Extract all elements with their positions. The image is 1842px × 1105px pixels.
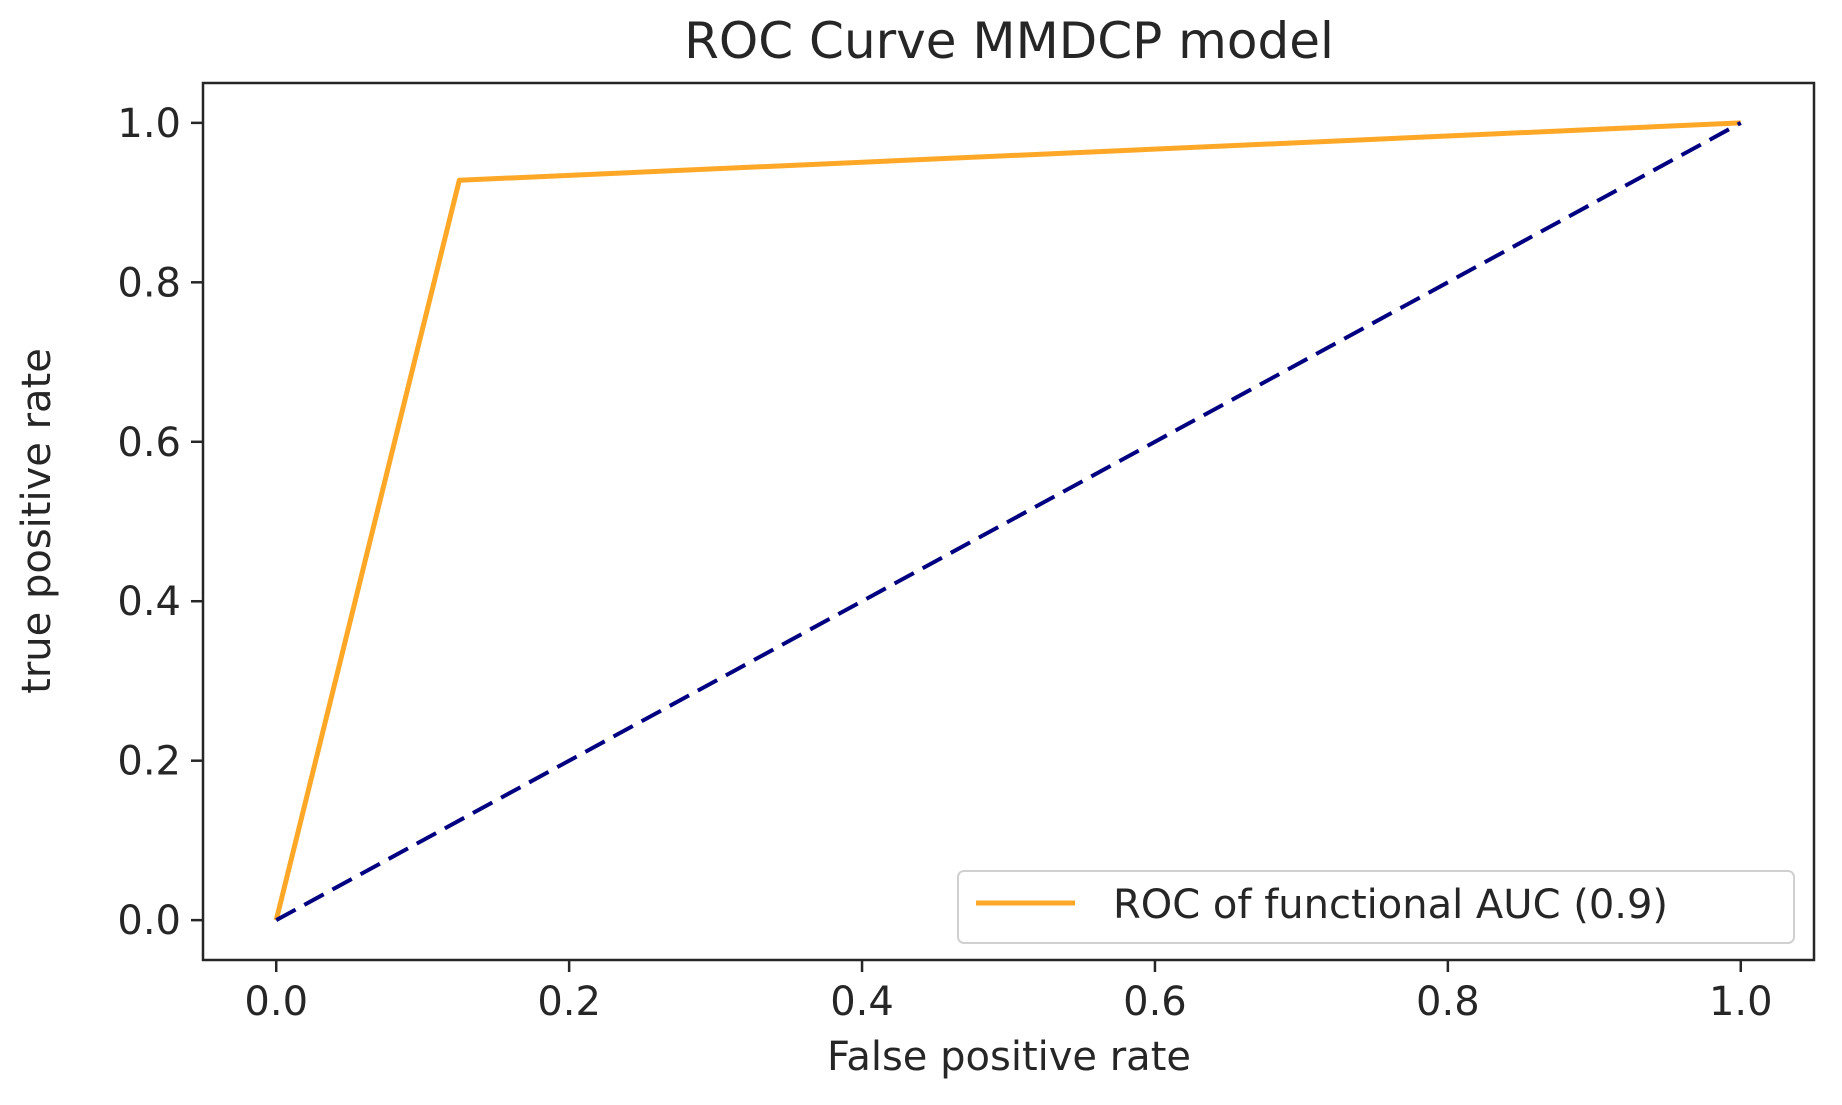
plot-frame xyxy=(201,81,1816,962)
legend-entry-label: ROC of functional AUC (0.9) xyxy=(1113,882,1668,928)
y-tick-label: 0.2 xyxy=(117,739,181,785)
x-axis-label: False positive rate xyxy=(827,1034,1191,1080)
x-tick-label: 0.4 xyxy=(830,979,894,1025)
y-tick-label: 0.6 xyxy=(117,420,181,466)
roc-curve-line xyxy=(273,120,1741,921)
legend-box xyxy=(957,870,1795,944)
x-axis-ticks: 0.0 0.2 0.4 0.6 0.8 1.0 xyxy=(244,960,1773,1025)
x-tick-label: 1.0 xyxy=(1709,979,1773,1025)
y-tick-label: 0.4 xyxy=(117,579,181,625)
y-tick-label: 0.8 xyxy=(117,260,181,306)
chance-diagonal-line xyxy=(275,121,1742,922)
legend: ROC of functional AUC (0.9) xyxy=(957,870,1795,944)
x-tick-label: 0.0 xyxy=(244,979,308,1025)
y-tick-label: 1.0 xyxy=(117,101,181,147)
y-tick-label: 0.0 xyxy=(117,898,181,944)
chart-title: ROC Curve MMDCP model xyxy=(684,12,1334,70)
x-tick-label: 0.8 xyxy=(1416,979,1480,1025)
plot-area xyxy=(201,81,1816,962)
x-tick-label: 0.6 xyxy=(1123,979,1187,1025)
y-axis-ticks: 0.0 0.2 0.4 0.6 0.8 1.0 xyxy=(117,101,203,944)
y-axis-label: true positive rate xyxy=(14,348,60,694)
series-layer xyxy=(273,120,1742,922)
x-tick-label: 0.2 xyxy=(537,979,601,1025)
